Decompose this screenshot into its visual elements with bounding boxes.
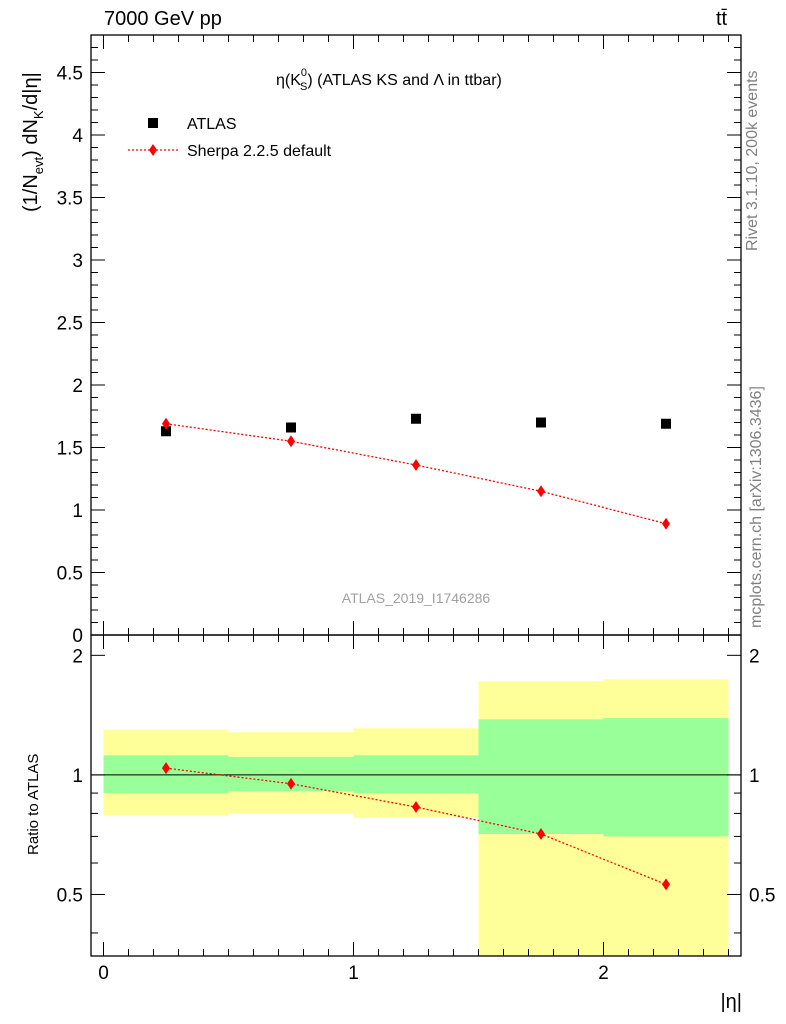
- sherpa-data-point: [412, 459, 420, 471]
- data-markers: [161, 413, 671, 891]
- y-tick-label: 4.5: [57, 64, 83, 85]
- legend-sherpa-label: Sherpa 2.2.5 default: [187, 143, 332, 160]
- ratio-inner-band: [353, 755, 479, 794]
- sherpa-ratio-point: [537, 827, 545, 840]
- ratio-uncertainty-bands: [103, 679, 729, 956]
- legend-atlas-label: ATLAS: [187, 116, 237, 133]
- header-collision-label: 7000 GeV pp: [104, 8, 222, 30]
- atlas-data-point: [411, 413, 421, 424]
- sherpa-ratio-point: [287, 777, 295, 790]
- x-tick-label: 1: [348, 963, 359, 984]
- ratio-tick-label-left: 2: [72, 646, 83, 667]
- y-tick-label: 2: [72, 376, 83, 397]
- y-tick-label: 0.5: [57, 564, 83, 585]
- ratio-inner-band: [103, 755, 229, 794]
- chart-title: η(K0 S) (ATLAS KS and Λ in ttbar): [276, 67, 502, 93]
- sherpa-data-point: [287, 435, 295, 448]
- sherpa-data-point: [662, 517, 670, 530]
- y-tick-label: 3: [72, 251, 83, 272]
- ratio-axis-title: Ratio to ATLAS: [25, 754, 42, 855]
- ratio-inner-band: [478, 719, 604, 834]
- tick-labels: 0 0.5 1 1.5 2 2.5 3 3.5 4 4.5 0 1 2 0.5 0.5 1 1 2 2: [57, 64, 776, 985]
- legend-sherpa-marker: [149, 144, 157, 156]
- ratio-tick-label-right: 0.5: [749, 885, 775, 906]
- ratio-inner-band: [603, 718, 729, 837]
- atlas-data-point: [286, 422, 296, 433]
- sherpa-main-line: [165, 423, 667, 525]
- ratio-tick-label-left: 1: [72, 766, 83, 787]
- ratio-plot-frame: [90, 634, 742, 957]
- atlas-data-point: [536, 417, 546, 428]
- ratio-tick-label-left: 0.5: [57, 885, 83, 906]
- y-tick-label: 0: [72, 626, 83, 647]
- atlas-data-point: [161, 426, 171, 437]
- x-tick-label: 2: [598, 963, 609, 984]
- sherpa-data-point: [162, 417, 170, 430]
- ratio-tick-label-right: 1: [749, 766, 760, 787]
- sherpa-ratio-point: [412, 801, 420, 814]
- mcplots-reference-label: mcplots.cern.ch [arXiv:1306.3436]: [748, 386, 765, 628]
- y-tick-label: 4: [72, 126, 83, 147]
- sherpa-ratio-point: [662, 878, 670, 891]
- sherpa-ratio-point: [162, 762, 170, 775]
- y-tick-label: 3.5: [57, 189, 83, 210]
- header-process-label: tt̄: [716, 8, 728, 30]
- legend: ATLAS Sherpa 2.2.5 default: [128, 116, 332, 160]
- y-tick-label: 1.5: [57, 439, 83, 460]
- axis-ticks: [91, 35, 741, 956]
- x-tick-label: 0: [98, 963, 109, 984]
- atlas-data-point: [661, 418, 671, 429]
- rivet-version-label: Rivet 3.1.10, 200k events: [744, 70, 761, 251]
- y-tick-label: 1: [72, 501, 83, 522]
- watermark: ATLAS_2019_I1746286: [342, 590, 491, 606]
- legend-atlas-marker: [148, 118, 158, 128]
- sherpa-data-point: [537, 485, 545, 498]
- y-tick-label: 2.5: [57, 314, 83, 335]
- y-axis-title: (1/Nevt) dNK/d|η|: [20, 72, 46, 212]
- x-axis-title: |η|: [720, 991, 742, 1013]
- ratio-tick-label-right: 2: [749, 646, 760, 667]
